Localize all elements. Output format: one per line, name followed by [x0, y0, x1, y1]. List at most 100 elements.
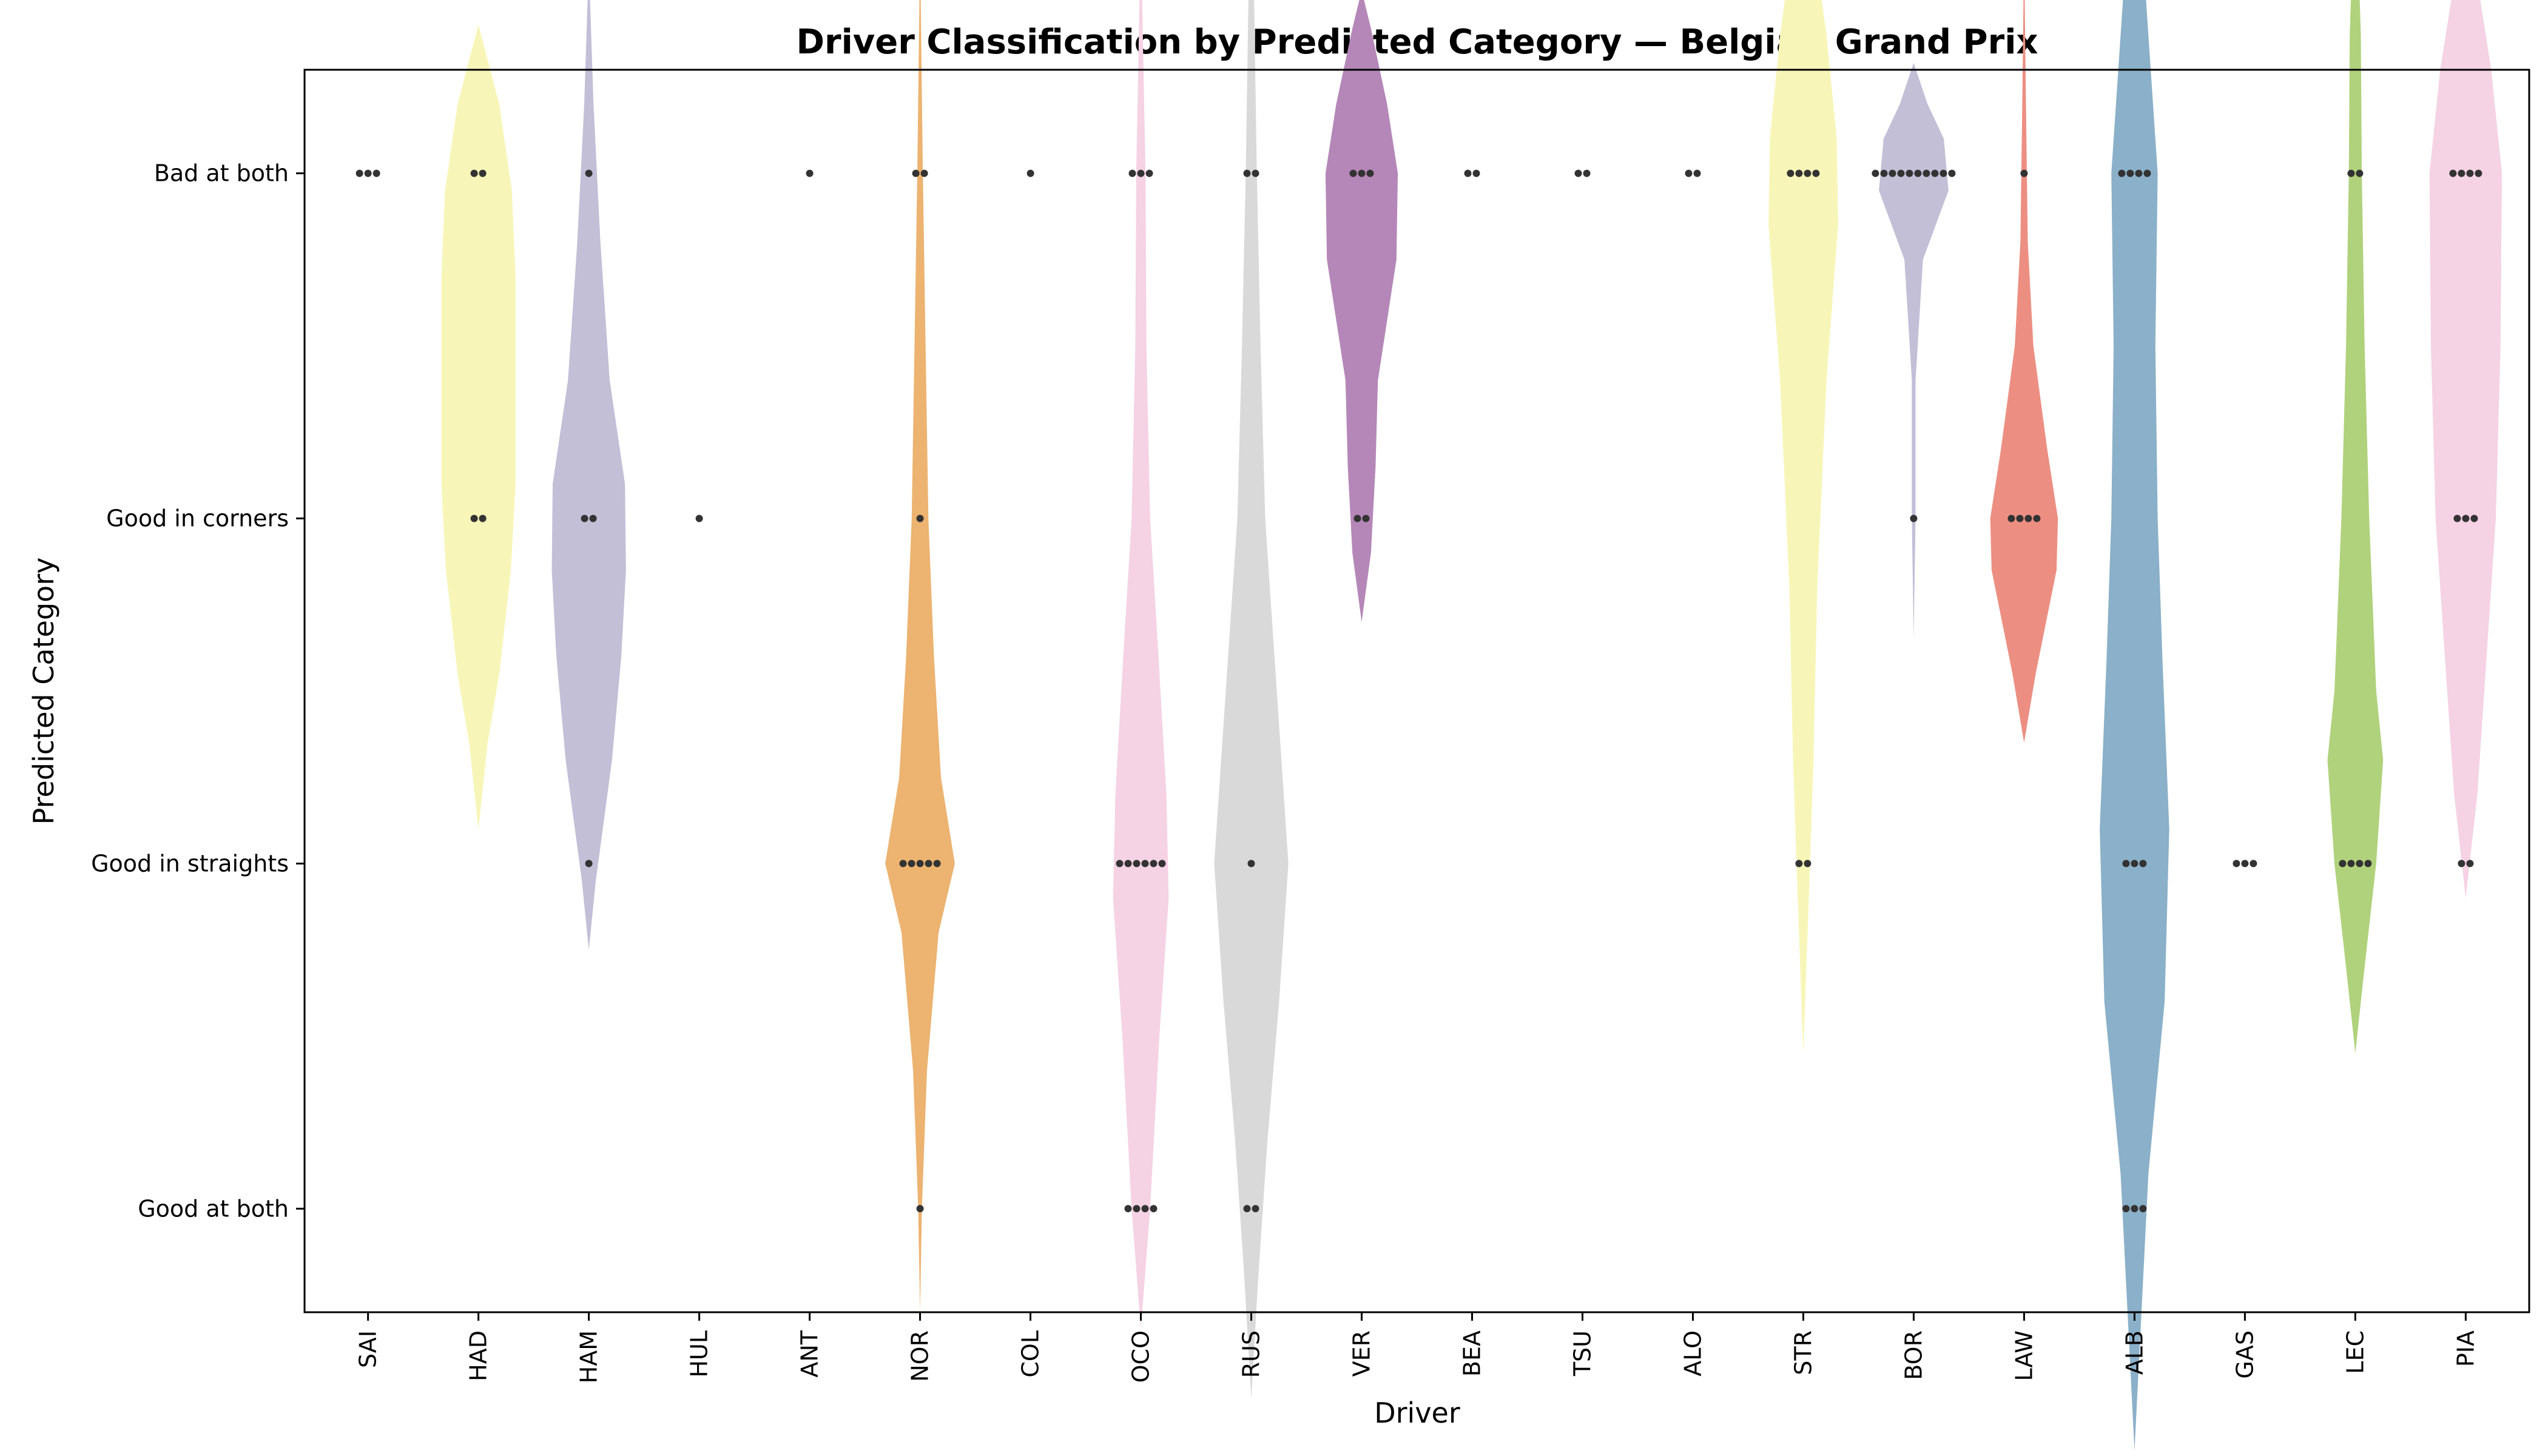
point-ham [585, 860, 593, 868]
point-bor [1931, 169, 1939, 177]
point-oco [1124, 1205, 1132, 1213]
point-bor [1880, 169, 1888, 177]
point-pia [2462, 514, 2470, 522]
point-oco [1145, 169, 1153, 177]
point-bor [1897, 169, 1905, 177]
point-had [479, 169, 487, 177]
x-tick-label: BEA [1458, 1330, 1485, 1377]
point-pia [2458, 169, 2465, 177]
point-bor [1889, 169, 1896, 177]
point-bor [1872, 169, 1879, 177]
point-str [1812, 169, 1820, 177]
point-ver [1358, 169, 1366, 177]
point-lec [2347, 169, 2355, 177]
point-had [479, 514, 487, 522]
x-tick-label: LEC [2342, 1330, 2368, 1374]
point-nor [916, 514, 924, 522]
point-oco [1116, 860, 1124, 868]
point-pia [2466, 169, 2474, 177]
point-pia [2449, 169, 2457, 177]
violin-oco [1113, 0, 1169, 1330]
point-gas [2250, 860, 2257, 868]
point-alo [1685, 169, 1693, 177]
point-ham [589, 514, 597, 522]
point-rus [1252, 169, 1259, 177]
point-nor [916, 860, 924, 868]
point-oco [1137, 169, 1145, 177]
point-ver [1366, 169, 1374, 177]
point-col [1026, 169, 1034, 177]
point-ham [581, 514, 588, 522]
point-law [2033, 514, 2041, 522]
violin-layer [441, 0, 2502, 1451]
point-lec [2356, 860, 2364, 868]
point-pia [2453, 514, 2461, 522]
point-bea [1472, 169, 1480, 177]
violin-bor [1879, 62, 1949, 639]
point-alb [2131, 860, 2138, 868]
point-ver [1362, 514, 1370, 522]
point-bor [1940, 169, 1947, 177]
point-oco [1133, 1205, 1141, 1213]
point-str [1804, 169, 1812, 177]
point-gas [2233, 860, 2240, 868]
x-tick-label: OCO [1128, 1330, 1154, 1383]
point-oco [1150, 860, 1158, 868]
point-nor [925, 860, 932, 868]
point-rus [1247, 860, 1255, 868]
x-tick-label: ANT [797, 1330, 823, 1377]
point-nor [916, 1205, 924, 1213]
point-sai [364, 169, 372, 177]
point-had [470, 514, 478, 522]
point-alb [2126, 169, 2134, 177]
point-alb [2118, 169, 2126, 177]
point-nor [920, 169, 928, 177]
x-tick-label: STR [1790, 1330, 1816, 1375]
violin-lec [2327, 0, 2384, 1054]
point-oco [1141, 860, 1149, 868]
y-tick-label: Good at both [138, 1195, 289, 1222]
x-tick-label: HUL [686, 1330, 713, 1378]
violin-ver [1325, 0, 1398, 622]
point-bor [1906, 169, 1913, 177]
point-alo [1693, 169, 1701, 177]
point-oco [1141, 1205, 1149, 1213]
point-str [1795, 860, 1803, 868]
point-oco [1124, 860, 1132, 868]
point-law [2024, 514, 2032, 522]
point-tsu [1574, 169, 1582, 177]
point-nor [899, 860, 907, 868]
point-ver [1349, 169, 1357, 177]
x-tick-label: PIA [2452, 1330, 2479, 1367]
point-ant [806, 169, 814, 177]
point-pia [2458, 860, 2465, 868]
point-alb [2139, 1205, 2147, 1213]
violin-had [441, 25, 516, 829]
point-bea [1464, 169, 1472, 177]
x-tick-label: HAD [465, 1330, 492, 1381]
x-tick-label: BOR [1900, 1330, 1927, 1380]
point-bor [1948, 169, 1956, 177]
y-tick-label: Good in straights [91, 850, 289, 877]
point-alb [2122, 860, 2130, 868]
point-oco [1128, 169, 1136, 177]
point-law [2016, 514, 2024, 522]
point-oco [1133, 860, 1141, 868]
point-ham [585, 169, 593, 177]
point-bor [1923, 169, 1930, 177]
point-pia [2475, 169, 2482, 177]
point-pia [2466, 860, 2474, 868]
violin-ham [551, 0, 626, 950]
point-str [1787, 169, 1795, 177]
point-layer [356, 169, 2482, 1213]
point-rus [1252, 1205, 1259, 1213]
x-tick-label: LAW [2010, 1330, 2037, 1381]
point-oco [1158, 860, 1166, 868]
point-nor [912, 169, 920, 177]
x-tick-label: SAI [355, 1330, 382, 1368]
violin-str [1768, 0, 1838, 1054]
x-tick-label: VER [1349, 1330, 1375, 1377]
point-law [2020, 169, 2028, 177]
x-tick-label: ALO [1679, 1330, 1706, 1377]
point-sai [372, 169, 380, 177]
